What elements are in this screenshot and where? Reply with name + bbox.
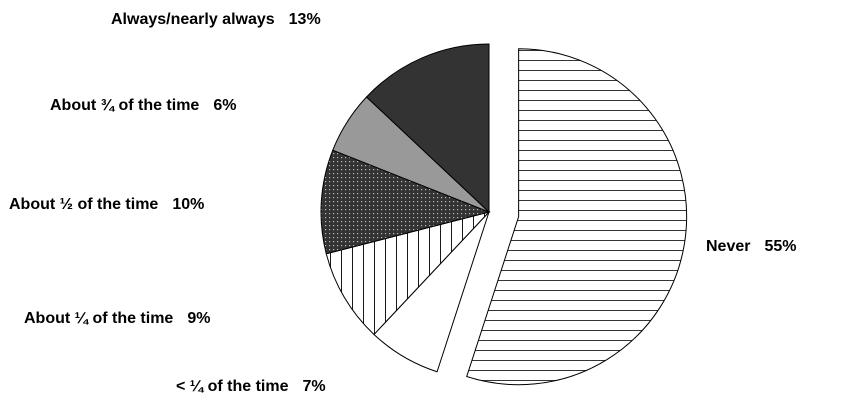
pie-slice-0 (466, 48, 688, 386)
label-always: Always/nearly always 13% (111, 11, 321, 28)
label-about-half: About ½ of the time 10% (9, 196, 204, 213)
label-less-quarter: < ¼ of the time 7% (176, 378, 326, 395)
pie-slice-5 (365, 43, 490, 214)
pie-slice-3 (320, 149, 491, 255)
pie-slice-2 (325, 211, 491, 336)
label-about-three-quarters: About ¾ of the time 6% (50, 97, 236, 114)
slice-labels: Never 55% < ¼ of the time 7% About ¼ of th… (9, 11, 797, 395)
label-never: Never 55% (706, 238, 797, 255)
pie-slices (320, 43, 688, 386)
label-about-quarter: About ¼ of the time 9% (24, 310, 210, 327)
